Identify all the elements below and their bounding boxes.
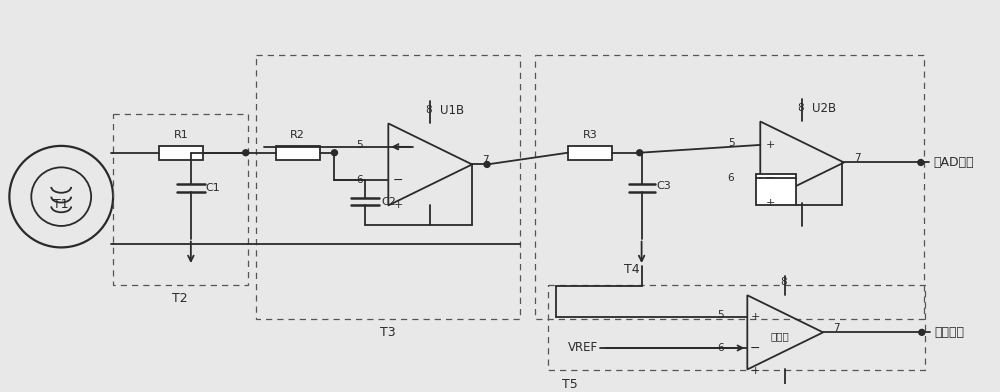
Text: +: + [751, 367, 760, 376]
Circle shape [637, 150, 643, 156]
Circle shape [484, 162, 490, 167]
Text: T3: T3 [380, 326, 395, 339]
Text: T2: T2 [172, 292, 188, 305]
Text: R1: R1 [174, 130, 188, 140]
Text: −: − [765, 172, 775, 185]
Bar [159, 146, 203, 160]
Bar [256, 55, 520, 319]
Text: R2: R2 [290, 130, 305, 140]
Circle shape [919, 329, 925, 335]
Text: 7: 7 [833, 323, 840, 334]
Text: +: + [766, 198, 775, 209]
Text: 8: 8 [780, 277, 787, 287]
Text: 5: 5 [728, 138, 734, 148]
Text: C2: C2 [382, 196, 397, 207]
Bar [113, 114, 248, 285]
Text: T4: T4 [624, 263, 639, 276]
Circle shape [331, 150, 337, 156]
Text: 8: 8 [797, 103, 803, 113]
Text: 5: 5 [356, 140, 362, 150]
Text: +: + [394, 142, 403, 152]
Text: 7: 7 [854, 152, 861, 163]
Text: C3: C3 [656, 181, 671, 191]
Text: +: + [751, 312, 760, 322]
Text: VREF: VREF [568, 341, 598, 354]
Bar [756, 174, 796, 205]
Text: U2B: U2B [812, 102, 836, 115]
Text: R3: R3 [582, 130, 597, 140]
Bar [276, 146, 320, 160]
Bar [568, 146, 612, 160]
Text: C1: C1 [205, 183, 220, 193]
Bar [535, 55, 924, 319]
Text: 比较器: 比较器 [771, 331, 790, 341]
Text: 5: 5 [717, 310, 723, 320]
Text: 7: 7 [482, 154, 489, 165]
Text: −: − [750, 341, 761, 354]
Text: U1B: U1B [440, 104, 464, 117]
Circle shape [918, 160, 924, 165]
Text: 接AD采样: 接AD采样 [934, 156, 974, 169]
Text: 6: 6 [717, 343, 723, 353]
Text: −: − [393, 174, 404, 187]
Text: 6: 6 [728, 173, 734, 183]
Text: T1: T1 [53, 198, 69, 211]
Text: T5: T5 [562, 377, 578, 390]
Text: 8: 8 [425, 105, 432, 115]
Text: +: + [766, 140, 775, 150]
Text: +: + [394, 200, 403, 211]
Bar [548, 285, 925, 370]
Text: 6: 6 [356, 175, 362, 185]
Circle shape [243, 150, 249, 156]
Text: 接处理器: 接处理器 [935, 326, 965, 339]
